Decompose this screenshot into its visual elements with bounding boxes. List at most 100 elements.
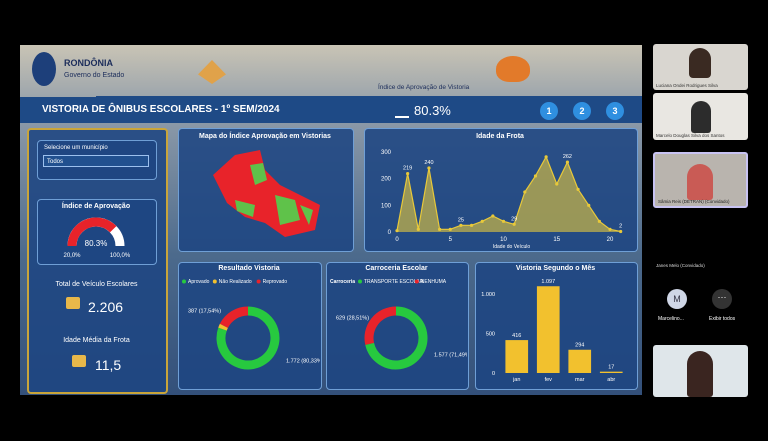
point [406, 172, 410, 176]
y-tick-label: 300 [381, 150, 392, 156]
area [397, 156, 621, 232]
x-tick-label: fev [545, 377, 553, 383]
month-title: Vistoria Segundo o Mês [515, 265, 596, 272]
point [469, 223, 474, 227]
participant-tile: Janes Melo (Convidado) [653, 215, 748, 270]
bus-icon [66, 297, 80, 309]
kpi-value: 80.3% [414, 103, 451, 118]
fleet-title: Idade da Frota [476, 133, 524, 140]
total-value: 2.206 [88, 299, 124, 315]
month-chart: 0 500 1.000 416 jan 1.097 fev 294 mar 17 abr [481, 279, 623, 383]
legend-label: Reprovado [263, 279, 288, 285]
result-chart: Aprovado Não Realizado Reprovado 1.772 (80,… [182, 279, 320, 370]
y-tick-label: 500 [486, 331, 495, 337]
gauge-value [67, 217, 117, 247]
x-axis-title: Idade do Veículo [493, 244, 530, 250]
filter-label: Selecione um município [44, 145, 108, 151]
x-tick-label: 5 [449, 237, 453, 243]
show-all[interactable]: Exibir todos [709, 316, 736, 322]
bar [536, 286, 560, 373]
result-title: Resultado Vistoria [218, 265, 280, 272]
point [523, 190, 527, 194]
y-tick-label: 1.000 [481, 292, 495, 298]
data-label: 2 [619, 223, 622, 229]
gauge-card [37, 199, 157, 265]
point [427, 166, 431, 170]
legend-label: TRANSPORTE ESCOLAR [364, 279, 424, 285]
donut-segment [216, 306, 280, 370]
legend-label: Não Realizado [219, 279, 252, 285]
gauge-max: 100,0% [110, 253, 131, 259]
bar [599, 371, 623, 373]
participant-tile: Marcelo Douglas Silva dos Santos [653, 93, 748, 140]
title-bar [20, 97, 96, 123]
y-tick-label: 0 [492, 371, 495, 377]
person [687, 351, 713, 397]
legend-swatch [212, 279, 217, 284]
donut-segment [218, 323, 228, 331]
dropdown[interactable]: Todos [43, 155, 149, 167]
point [544, 155, 548, 159]
line [396, 155, 621, 233]
point [480, 219, 484, 223]
point [459, 223, 463, 227]
kpi-title: Índice de Aprovação de Vistoria [378, 84, 470, 91]
person [687, 164, 713, 200]
data-label: 416 [512, 333, 521, 339]
point [576, 187, 580, 191]
x-tick-label: jan [512, 377, 520, 383]
donut-segment [365, 306, 428, 370]
gauge-min: 20,0% [63, 253, 81, 259]
logo [496, 56, 530, 82]
map-region [235, 163, 313, 225]
x-tick-label: 0 [395, 237, 399, 243]
point [608, 227, 612, 231]
bar [505, 340, 529, 373]
point [395, 229, 399, 233]
more-button[interactable]: ··· [712, 289, 732, 309]
data-label: 219 [403, 166, 412, 172]
page-button[interactable]: 2 [573, 102, 591, 120]
legend-swatch [358, 279, 362, 284]
age-title: Idade Média da Frota [63, 337, 130, 344]
point [438, 227, 442, 231]
state: RONDÔNIA [64, 58, 113, 68]
data-label: 1.772 (80,33%) [286, 358, 320, 364]
point [619, 229, 623, 234]
participant-tile [653, 345, 748, 397]
point [501, 219, 506, 223]
body-title: Carroceria Escolar [365, 265, 428, 272]
point [555, 182, 559, 186]
page-button[interactable]: 1 [540, 102, 558, 120]
gauge: 80.3% 20,0% 100,0% [63, 217, 131, 259]
person [691, 101, 711, 133]
point [416, 227, 420, 231]
legend-swatch [414, 279, 419, 284]
point [533, 174, 538, 178]
point [512, 222, 516, 226]
bar-icon [395, 103, 409, 118]
age-value: 11,5 [95, 357, 122, 373]
bus-icon [72, 355, 86, 367]
data-label: 1.097 [541, 279, 555, 285]
participant-tile: Luciana Ondei Rodrigues Silva [653, 44, 748, 90]
dashboard-title: VISTORIA DE ÔNIBUS ESCOLARES - 1º SEM/20… [42, 104, 280, 115]
x-tick-label: 10 [500, 237, 507, 243]
data-label: 629 (28,51%) [336, 315, 369, 321]
participant-tile: M Marcelino... ··· Exibir todos [653, 283, 748, 331]
total-title: Total de Veículo Escolares [55, 281, 138, 288]
y-tick-label: 100 [381, 203, 392, 209]
government: Governo do Estado [64, 72, 125, 79]
page-button[interactable]: 3 [606, 102, 624, 120]
legend-swatch [182, 279, 186, 284]
participant-name: Luciana Ondei Rodrigues Silva [656, 83, 718, 88]
point [448, 227, 452, 231]
data-label: 387 (17,54%) [188, 308, 221, 314]
data-label: 262 [563, 154, 572, 160]
map-region [213, 150, 320, 237]
participant-name: Marcelino... [658, 316, 684, 322]
data-label: 25 [458, 217, 464, 223]
data-label: 29 [511, 216, 517, 222]
y-tick-label: 0 [388, 230, 392, 236]
